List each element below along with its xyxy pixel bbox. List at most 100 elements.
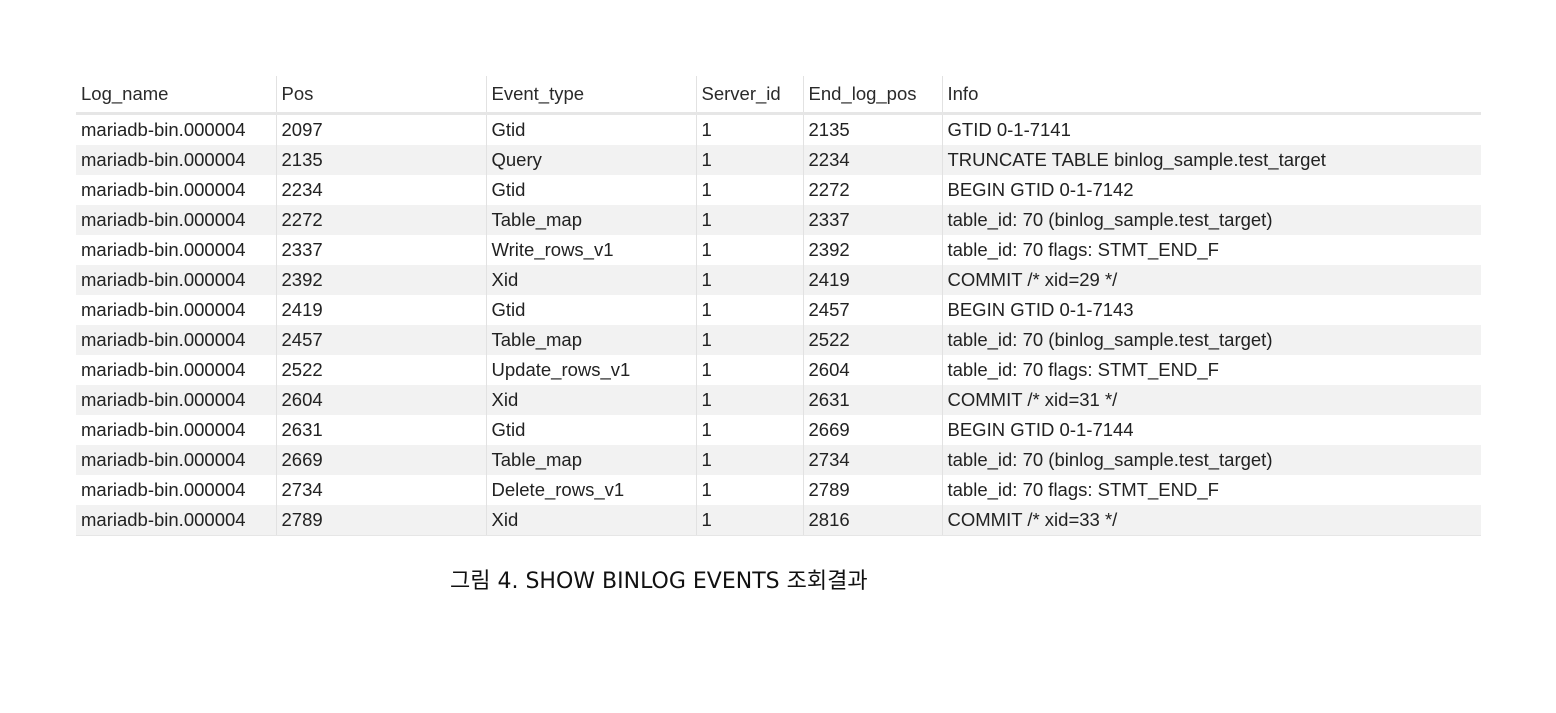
cell-log-name: mariadb-bin.000004	[76, 145, 276, 175]
cell-event-type: Xid	[485, 265, 696, 295]
table-row: mariadb-bin.000004 2789 Xid 1 2816 COMMIT /* …	[76, 505, 1481, 536]
cell-info: GTID 0-1-7141	[941, 113, 1481, 145]
cell-end-log-pos: 2234	[802, 145, 942, 175]
table-row: mariadb-bin.000004 2522 Update_rows_v1 1 260…	[76, 355, 1481, 385]
cell-info: table_id: 70 flags: STMT_END_F	[941, 355, 1481, 385]
cell-server-id: 1	[695, 445, 803, 475]
cell-event-type: Xid	[485, 505, 696, 536]
cell-info: table_id: 70 flags: STMT_END_F	[941, 235, 1481, 265]
cell-end-log-pos: 2816	[802, 505, 942, 536]
cell-end-log-pos: 2135	[802, 113, 942, 145]
cell-event-type: Xid	[485, 385, 696, 415]
cell-log-name: mariadb-bin.000004	[76, 295, 276, 325]
cell-event-type: Table_map	[485, 205, 696, 235]
cell-end-log-pos: 2604	[802, 355, 942, 385]
cell-info: TRUNCATE TABLE binlog_sample.test_target	[941, 145, 1481, 175]
table-row: mariadb-bin.000004 2272 Table_map 1 2337 tabl…	[76, 205, 1481, 235]
cell-server-id: 1	[695, 415, 803, 445]
table-row: mariadb-bin.000004 2457 Table_map 1 2522 tabl…	[76, 325, 1481, 355]
cell-server-id: 1	[695, 355, 803, 385]
table-row: mariadb-bin.000004 2135 Query 1 2234 TRUNCATE…	[76, 145, 1481, 175]
cell-log-name: mariadb-bin.000004	[76, 325, 276, 355]
cell-pos: 2669	[275, 445, 486, 475]
cell-end-log-pos: 2337	[802, 205, 942, 235]
cell-server-id: 1	[695, 295, 803, 325]
column-header-event-type: Event_type	[485, 76, 696, 115]
cell-server-id: 1	[695, 113, 803, 145]
cell-pos: 2392	[275, 265, 486, 295]
cell-end-log-pos: 2734	[802, 445, 942, 475]
cell-pos: 2604	[275, 385, 486, 415]
cell-pos: 2135	[275, 145, 486, 175]
cell-server-id: 1	[695, 175, 803, 205]
cell-end-log-pos: 2669	[802, 415, 942, 445]
cell-info: BEGIN GTID 0-1-7144	[941, 415, 1481, 445]
cell-log-name: mariadb-bin.000004	[76, 385, 276, 415]
cell-info: table_id: 70 (binlog_sample.test_target)	[941, 325, 1481, 355]
table-row: mariadb-bin.000004 2097 Gtid 1 2135 GTID 0-1-…	[76, 113, 1481, 145]
cell-log-name: mariadb-bin.000004	[76, 235, 276, 265]
table-row: mariadb-bin.000004 2604 Xid 1 2631 COMMIT /* …	[76, 385, 1481, 415]
cell-info: BEGIN GTID 0-1-7142	[941, 175, 1481, 205]
cell-server-id: 1	[695, 385, 803, 415]
cell-pos: 2234	[275, 175, 486, 205]
cell-info: COMMIT /* xid=33 */	[941, 505, 1481, 536]
cell-pos: 2522	[275, 355, 486, 385]
cell-info: COMMIT /* xid=29 */	[941, 265, 1481, 295]
table-row: mariadb-bin.000004 2234 Gtid 1 2272 BEGIN GTI…	[76, 175, 1481, 205]
cell-server-id: 1	[695, 265, 803, 295]
cell-pos: 2419	[275, 295, 486, 325]
cell-end-log-pos: 2631	[802, 385, 942, 415]
cell-log-name: mariadb-bin.000004	[76, 175, 276, 205]
cell-server-id: 1	[695, 325, 803, 355]
table-row: mariadb-bin.000004 2419 Gtid 1 2457 BEGIN GTI…	[76, 295, 1481, 325]
cell-pos: 2631	[275, 415, 486, 445]
table-row: mariadb-bin.000004 2392 Xid 1 2419 COMMIT /* …	[76, 265, 1481, 295]
table-row: mariadb-bin.000004 2337 Write_rows_v1 1 2392…	[76, 235, 1481, 265]
cell-server-id: 1	[695, 235, 803, 265]
cell-server-id: 1	[695, 145, 803, 175]
cell-info: table_id: 70 (binlog_sample.test_target)	[941, 205, 1481, 235]
cell-end-log-pos: 2392	[802, 235, 942, 265]
cell-pos: 2097	[275, 113, 486, 145]
cell-end-log-pos: 2419	[802, 265, 942, 295]
cell-info: BEGIN GTID 0-1-7143	[941, 295, 1481, 325]
cell-log-name: mariadb-bin.000004	[76, 113, 276, 145]
cell-info: table_id: 70 (binlog_sample.test_target)	[941, 445, 1481, 475]
cell-end-log-pos: 2522	[802, 325, 942, 355]
cell-server-id: 1	[695, 475, 803, 505]
cell-log-name: mariadb-bin.000004	[76, 205, 276, 235]
column-header-pos: Pos	[275, 76, 486, 115]
cell-event-type: Query	[485, 145, 696, 175]
cell-info: table_id: 70 flags: STMT_END_F	[941, 475, 1481, 505]
column-header-log-name: Log_name	[76, 76, 276, 115]
cell-log-name: mariadb-bin.000004	[76, 475, 276, 505]
cell-pos: 2337	[275, 235, 486, 265]
cell-server-id: 1	[695, 505, 803, 536]
cell-info: COMMIT /* xid=31 */	[941, 385, 1481, 415]
cell-event-type: Delete_rows_v1	[485, 475, 696, 505]
cell-log-name: mariadb-bin.000004	[76, 265, 276, 295]
cell-server-id: 1	[695, 205, 803, 235]
cell-end-log-pos: 2457	[802, 295, 942, 325]
figure-caption: 그림 4. SHOW BINLOG EVENTS 조회결과	[450, 569, 868, 594]
binlog-events-table: Log_name Pos Event_type Server_id End_lo…	[76, 76, 1481, 536]
cell-log-name: mariadb-bin.000004	[76, 355, 276, 385]
column-header-info: Info	[941, 76, 1481, 115]
cell-log-name: mariadb-bin.000004	[76, 445, 276, 475]
table-header: Log_name Pos Event_type Server_id End_lo…	[76, 76, 1481, 115]
cell-event-type: Gtid	[485, 295, 696, 325]
cell-event-type: Gtid	[485, 113, 696, 145]
cell-end-log-pos: 2272	[802, 175, 942, 205]
cell-pos: 2734	[275, 475, 486, 505]
cell-event-type: Write_rows_v1	[485, 235, 696, 265]
cell-log-name: mariadb-bin.000004	[76, 415, 276, 445]
cell-event-type: Table_map	[485, 325, 696, 355]
table-body: mariadb-bin.000004 2097 Gtid 1 2135 GTID 0-1-…	[76, 113, 1481, 536]
table-row: mariadb-bin.000004 2734 Delete_rows_v1 1 278…	[76, 475, 1481, 505]
table-row: mariadb-bin.000004 2631 Gtid 1 2669 BEGIN GTI…	[76, 415, 1481, 445]
cell-event-type: Update_rows_v1	[485, 355, 696, 385]
cell-end-log-pos: 2789	[802, 475, 942, 505]
column-header-server-id: Server_id	[695, 76, 803, 115]
cell-event-type: Gtid	[485, 415, 696, 445]
